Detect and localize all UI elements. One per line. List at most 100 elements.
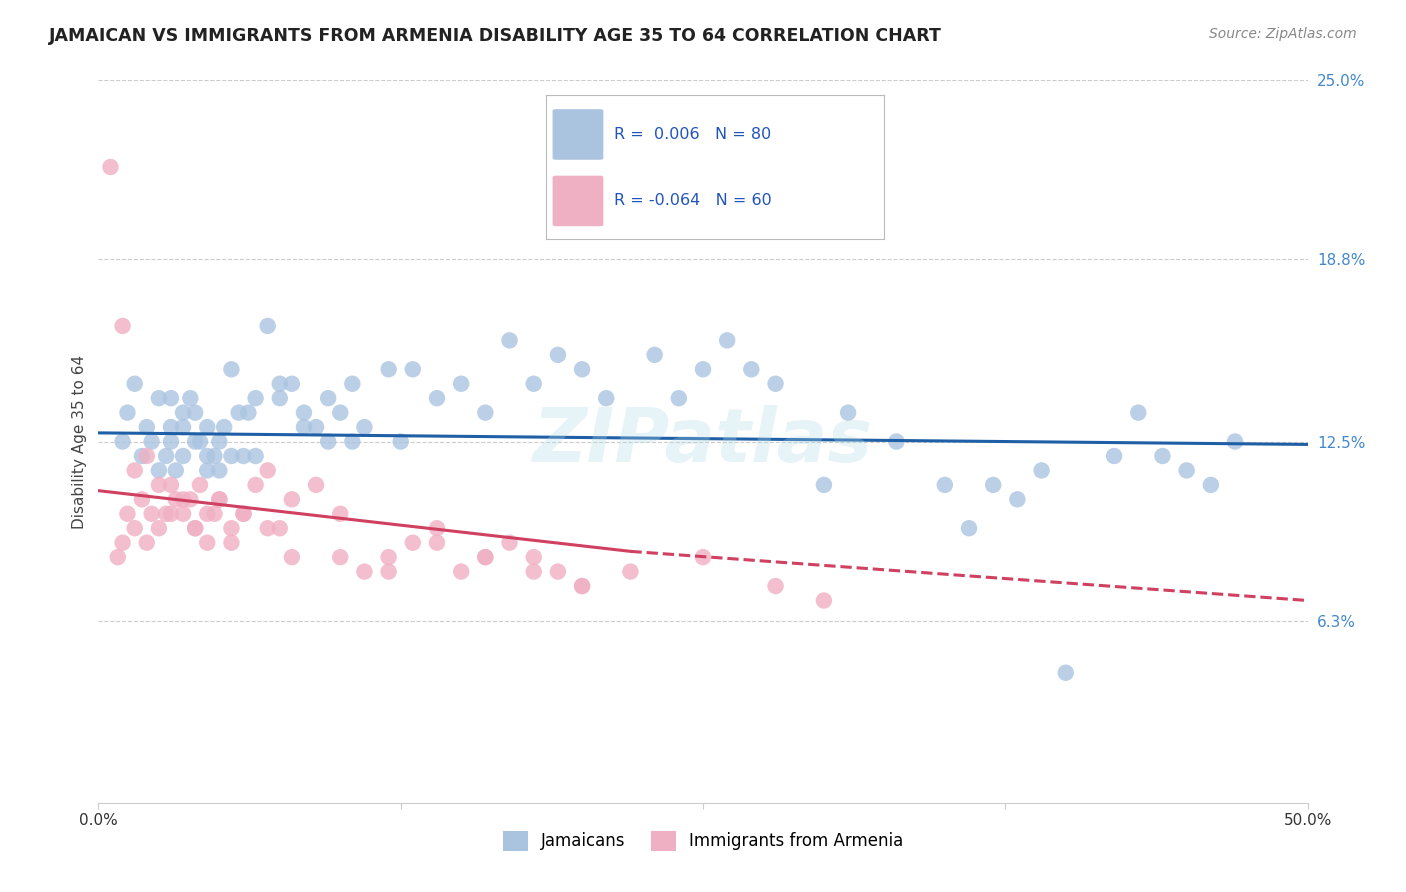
Point bbox=[111, 434, 134, 449]
Point bbox=[165, 463, 187, 477]
Point bbox=[208, 463, 231, 477]
Point bbox=[117, 507, 139, 521]
Point bbox=[245, 449, 267, 463]
Point bbox=[195, 420, 218, 434]
Point bbox=[1199, 478, 1222, 492]
Point bbox=[188, 434, 211, 449]
Point bbox=[155, 507, 177, 521]
Point bbox=[547, 565, 569, 579]
Point bbox=[107, 550, 129, 565]
Point bbox=[232, 507, 254, 521]
Point bbox=[281, 550, 304, 565]
Point bbox=[232, 507, 254, 521]
Point bbox=[450, 565, 472, 579]
Point bbox=[124, 521, 146, 535]
Text: ZIPatlas: ZIPatlas bbox=[533, 405, 873, 478]
Point bbox=[1223, 434, 1246, 449]
Point bbox=[474, 550, 496, 565]
Point bbox=[644, 348, 666, 362]
Point bbox=[208, 492, 231, 507]
Point bbox=[1031, 463, 1053, 477]
Point bbox=[934, 478, 956, 492]
Point bbox=[195, 535, 218, 549]
Point bbox=[195, 507, 218, 521]
Point bbox=[117, 406, 139, 420]
Point bbox=[571, 362, 593, 376]
Point bbox=[124, 463, 146, 477]
Point bbox=[111, 535, 134, 549]
Point bbox=[172, 406, 194, 420]
Point bbox=[148, 478, 170, 492]
Point bbox=[135, 449, 157, 463]
Point bbox=[256, 463, 278, 477]
Point bbox=[269, 391, 291, 405]
Point bbox=[1102, 449, 1125, 463]
Point bbox=[245, 478, 267, 492]
Point bbox=[886, 434, 908, 449]
Point bbox=[740, 362, 762, 376]
Point bbox=[256, 318, 278, 333]
Point bbox=[179, 492, 201, 507]
Point bbox=[172, 420, 194, 434]
Point bbox=[498, 535, 520, 549]
Point bbox=[316, 391, 339, 405]
Text: JAMAICAN VS IMMIGRANTS FROM ARMENIA DISABILITY AGE 35 TO 64 CORRELATION CHART: JAMAICAN VS IMMIGRANTS FROM ARMENIA DISA… bbox=[49, 27, 942, 45]
Point bbox=[148, 391, 170, 405]
Point bbox=[377, 550, 399, 565]
Point bbox=[402, 362, 425, 376]
Point bbox=[571, 579, 593, 593]
Point bbox=[172, 492, 194, 507]
Point bbox=[172, 507, 194, 521]
Point bbox=[1152, 449, 1174, 463]
Point bbox=[195, 449, 218, 463]
Point bbox=[716, 334, 738, 348]
Point bbox=[571, 579, 593, 593]
Point bbox=[212, 420, 235, 434]
Point bbox=[184, 434, 207, 449]
Point bbox=[256, 521, 278, 535]
Point bbox=[269, 521, 291, 535]
Point bbox=[426, 535, 449, 549]
Point bbox=[208, 434, 231, 449]
Point bbox=[692, 362, 714, 376]
Point bbox=[245, 391, 267, 405]
Point bbox=[498, 334, 520, 348]
Legend: Jamaicans, Immigrants from Armenia: Jamaicans, Immigrants from Armenia bbox=[495, 822, 911, 860]
Point bbox=[221, 362, 243, 376]
Point bbox=[269, 376, 291, 391]
Point bbox=[389, 434, 412, 449]
Point bbox=[305, 420, 328, 434]
Point bbox=[474, 406, 496, 420]
Point bbox=[179, 391, 201, 405]
Point bbox=[100, 160, 122, 174]
Point bbox=[981, 478, 1004, 492]
Point bbox=[329, 507, 352, 521]
Point bbox=[111, 318, 134, 333]
Point bbox=[172, 449, 194, 463]
Point bbox=[837, 406, 859, 420]
Point bbox=[342, 376, 364, 391]
Point bbox=[377, 362, 399, 376]
Point bbox=[281, 492, 304, 507]
Point bbox=[228, 406, 250, 420]
Point bbox=[402, 535, 425, 549]
Point bbox=[160, 434, 183, 449]
Point bbox=[160, 420, 183, 434]
Point bbox=[155, 449, 177, 463]
Point bbox=[1128, 406, 1150, 420]
Point bbox=[141, 507, 163, 521]
Point bbox=[329, 550, 352, 565]
Point bbox=[765, 579, 787, 593]
Point bbox=[135, 420, 157, 434]
Point bbox=[523, 565, 546, 579]
Point bbox=[221, 535, 243, 549]
Point bbox=[377, 565, 399, 579]
Point bbox=[148, 463, 170, 477]
Point bbox=[523, 376, 546, 391]
Point bbox=[813, 593, 835, 607]
Point bbox=[426, 521, 449, 535]
Point bbox=[195, 463, 218, 477]
Text: Source: ZipAtlas.com: Source: ZipAtlas.com bbox=[1209, 27, 1357, 41]
Point bbox=[204, 507, 226, 521]
Point bbox=[353, 420, 375, 434]
